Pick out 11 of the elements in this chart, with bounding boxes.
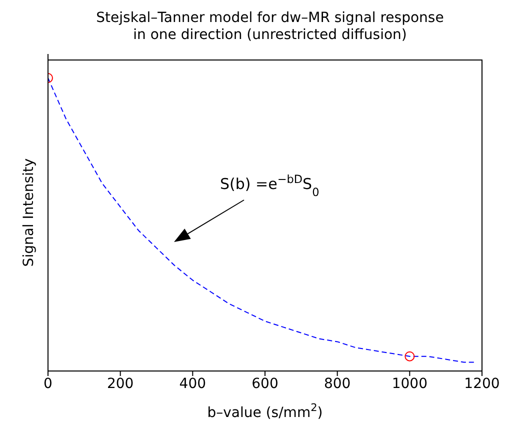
x-tick-label: 1000 — [392, 376, 428, 392]
y-axis-title: Signal Intensity — [20, 158, 37, 267]
x-tick-label: 800 — [324, 376, 351, 392]
x-tick-label: 600 — [252, 376, 278, 392]
x-tick-label: 200 — [106, 376, 134, 392]
x-tick-label: 0 — [44, 376, 52, 392]
annotation: S(b) =e$^{−bD}$S$_{0}$ — [220, 172, 320, 198]
chart-title: Stejskal–Tanner model for dw–MR signal response in one direction (unrestricted diffusion) — [96, 10, 444, 43]
x-axis-title: b–value (s/mm$^{2}$) — [207, 402, 323, 421]
x-tick-label: 400 — [179, 376, 206, 392]
x-tick-label: 1200 — [464, 376, 500, 392]
